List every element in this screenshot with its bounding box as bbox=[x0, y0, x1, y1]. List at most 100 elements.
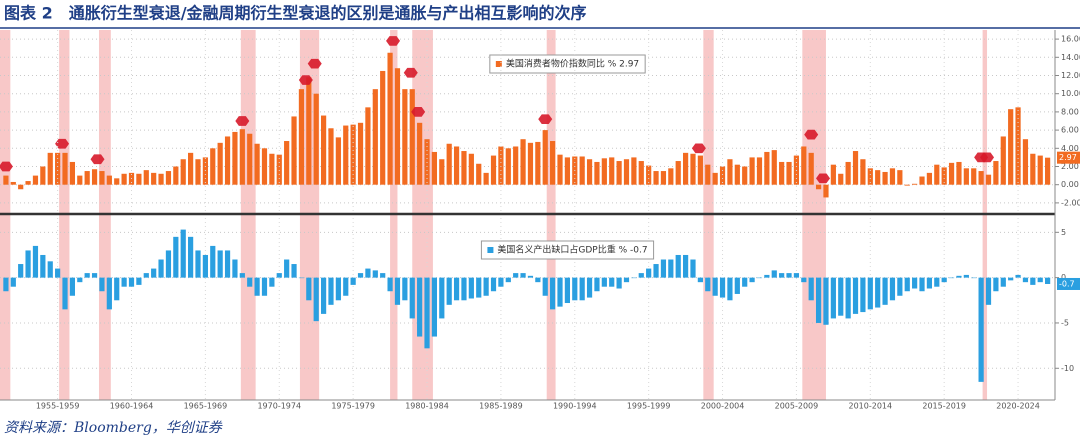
bar bbox=[195, 250, 201, 278]
bar bbox=[180, 159, 186, 185]
bar bbox=[461, 151, 467, 185]
bar bbox=[786, 273, 792, 278]
legend-box bbox=[480, 240, 655, 260]
bar bbox=[136, 173, 142, 185]
bar bbox=[143, 170, 149, 185]
bar bbox=[675, 254, 681, 278]
bar bbox=[550, 141, 556, 185]
bar bbox=[638, 273, 644, 278]
x-tick-label: 1980-1984 bbox=[405, 402, 449, 411]
bar bbox=[195, 159, 201, 185]
bar bbox=[897, 170, 903, 185]
bar bbox=[705, 164, 711, 185]
bar bbox=[47, 261, 53, 278]
bar bbox=[971, 168, 977, 185]
bar bbox=[1037, 277, 1043, 283]
last-value-box bbox=[1057, 277, 1080, 290]
peak-marker bbox=[90, 154, 105, 165]
bar bbox=[586, 159, 593, 185]
bar bbox=[25, 250, 31, 278]
bar bbox=[830, 277, 836, 319]
bar bbox=[631, 157, 637, 185]
bar bbox=[453, 146, 460, 185]
peak-marker bbox=[691, 143, 706, 154]
bar bbox=[941, 167, 947, 185]
bar bbox=[239, 129, 245, 185]
bar bbox=[956, 161, 962, 185]
bar bbox=[845, 161, 851, 185]
title-bar bbox=[0, 0, 1080, 28]
peak-marker bbox=[55, 138, 70, 149]
bar bbox=[926, 277, 933, 289]
bar bbox=[616, 277, 622, 289]
bar bbox=[1022, 277, 1029, 283]
bar bbox=[313, 277, 319, 322]
bar bbox=[1008, 109, 1014, 185]
bar bbox=[719, 166, 726, 185]
bar bbox=[683, 152, 689, 185]
bar bbox=[801, 146, 807, 185]
plot-layer: -2.00 0.00 2.00 4.00 6.00 8.00 10.00 12.00 14.00… bbox=[0, 30, 1080, 411]
bar bbox=[128, 277, 135, 287]
bar bbox=[18, 184, 24, 190]
bar bbox=[956, 275, 962, 278]
bar bbox=[786, 161, 792, 185]
bar bbox=[557, 277, 563, 307]
bar bbox=[99, 277, 105, 292]
bar bbox=[409, 89, 415, 185]
bar bbox=[210, 245, 216, 278]
bar bbox=[483, 277, 489, 296]
bar bbox=[594, 277, 600, 292]
bar bbox=[830, 164, 836, 185]
y-tick-label: 0.00 bbox=[1061, 180, 1079, 189]
bar bbox=[586, 277, 593, 298]
bar bbox=[431, 151, 438, 185]
bar bbox=[771, 150, 777, 185]
x-tick-label: 2015-2019 bbox=[922, 402, 966, 411]
bar bbox=[32, 175, 39, 185]
bar bbox=[276, 273, 282, 278]
bar bbox=[55, 268, 61, 278]
bar bbox=[306, 77, 312, 185]
x-tick-label: 1975-1979 bbox=[331, 402, 375, 411]
bar bbox=[261, 277, 268, 296]
legend-swatch bbox=[487, 247, 494, 253]
bar bbox=[1045, 277, 1051, 284]
bar bbox=[320, 277, 327, 314]
bar bbox=[32, 245, 39, 278]
bar bbox=[808, 277, 814, 301]
bar bbox=[734, 277, 740, 294]
bar bbox=[121, 277, 127, 287]
bar bbox=[40, 254, 46, 278]
bar bbox=[380, 70, 386, 185]
bar bbox=[424, 277, 430, 349]
bar bbox=[948, 162, 955, 185]
bar bbox=[838, 173, 844, 185]
bar bbox=[668, 259, 674, 278]
bar bbox=[224, 136, 231, 185]
x-tick-label: 2010-2014 bbox=[848, 402, 892, 411]
bar bbox=[801, 277, 807, 283]
peak-marker bbox=[403, 67, 418, 78]
bar bbox=[653, 264, 659, 278]
bar bbox=[3, 175, 9, 185]
bar bbox=[99, 171, 105, 185]
bar bbox=[919, 176, 925, 185]
bar bbox=[158, 173, 164, 185]
bar bbox=[84, 273, 90, 278]
bar bbox=[202, 254, 208, 278]
bar bbox=[468, 153, 474, 185]
bar bbox=[453, 277, 460, 301]
peak-marker bbox=[298, 75, 313, 85]
bar bbox=[564, 157, 570, 185]
bar bbox=[291, 116, 297, 185]
bar bbox=[520, 273, 526, 278]
bar bbox=[62, 152, 68, 185]
bar bbox=[69, 161, 76, 185]
bar bbox=[971, 277, 977, 279]
bar bbox=[84, 171, 90, 185]
bar bbox=[653, 171, 659, 185]
peak-marker bbox=[980, 152, 995, 163]
bar bbox=[313, 93, 319, 185]
